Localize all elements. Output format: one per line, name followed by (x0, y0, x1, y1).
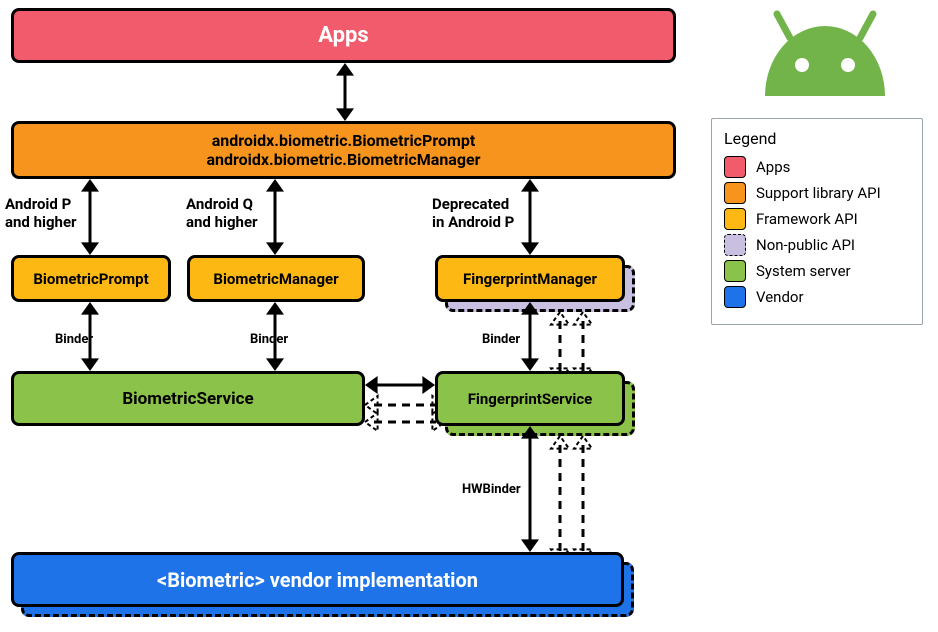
legend-label-3: Non-public API (756, 236, 855, 254)
label-android-p-line-0: Android P (5, 195, 77, 213)
fingerprint-service-box-label: FingerprintService (468, 390, 593, 408)
biometric-androidx-box: androidx.biometric.BiometricPromptandroi… (11, 121, 676, 179)
label-hwbinder: HWBinder (462, 482, 521, 497)
android-icon (755, 10, 895, 100)
legend-swatch-1 (724, 182, 746, 204)
legend-row-2: Framework API (724, 208, 910, 230)
legend-label-1: Support library API (756, 184, 881, 202)
legend-row-1: Support library API (724, 182, 910, 204)
biometric-manager-fw-box: BiometricManager (187, 255, 365, 302)
biometric-androidx-box-line-0: androidx.biometric.BiometricPrompt (212, 131, 476, 150)
legend-label-5: Vendor (756, 288, 804, 306)
legend-box: Legend Apps Support library API Framework … (711, 118, 923, 325)
fingerprint-manager-fw-box: FingerprintManager (435, 255, 625, 302)
legend-swatch-0 (724, 156, 746, 178)
label-binder-1: Binder (55, 332, 93, 347)
legend-row-4: System server (724, 260, 910, 282)
legend-swatch-4 (724, 260, 746, 282)
label-deprecated-line-0: Deprecated (432, 195, 514, 213)
label-android-q-line-1: and higher (186, 213, 258, 231)
biometric-service-box: BiometricService (11, 371, 365, 426)
legend-label-2: Framework API (756, 210, 858, 228)
legend-swatch-3 (724, 234, 746, 256)
fingerprint-service-box: FingerprintService (435, 371, 625, 426)
legend-row-0: Apps (724, 156, 910, 178)
biometric-manager-fw-box-label: BiometricManager (213, 270, 338, 288)
fingerprint-manager-fw-box-label: FingerprintManager (463, 270, 597, 288)
label-deprecated-line-1: in Android P (432, 213, 514, 231)
biometric-prompt-fw-box: BiometricPrompt (11, 255, 171, 302)
apps-box: Apps (11, 8, 676, 63)
vendor-impl-box: <Biometric> vendor implementation (11, 552, 624, 607)
biometric-androidx-box-line-1: androidx.biometric.BiometricManager (206, 150, 480, 169)
biometric-service-box-label: BiometricService (122, 389, 253, 409)
label-binder-3: Binder (482, 332, 520, 347)
label-binder-2: Binder (250, 332, 288, 347)
label-android-q-line-0: Android Q (186, 195, 258, 213)
label-android-p: Android Pand higher (5, 195, 77, 231)
apps-box-label: Apps (318, 23, 368, 48)
legend-row-3: Non-public API (724, 234, 910, 256)
label-deprecated: Deprecatedin Android P (432, 195, 514, 231)
legend-swatch-5 (724, 286, 746, 308)
legend-label-4: System server (756, 262, 851, 280)
android-logo (755, 10, 895, 104)
label-android-q: Android Qand higher (186, 195, 258, 231)
label-android-p-line-1: and higher (5, 213, 77, 231)
legend-label-0: Apps (756, 158, 790, 176)
legend-row-5: Vendor (724, 286, 910, 308)
biometric-prompt-fw-box-label: BiometricPrompt (33, 270, 148, 288)
legend-title: Legend (724, 129, 910, 148)
vendor-impl-box-label: <Biometric> vendor implementation (157, 568, 478, 592)
legend-swatch-2 (724, 208, 746, 230)
